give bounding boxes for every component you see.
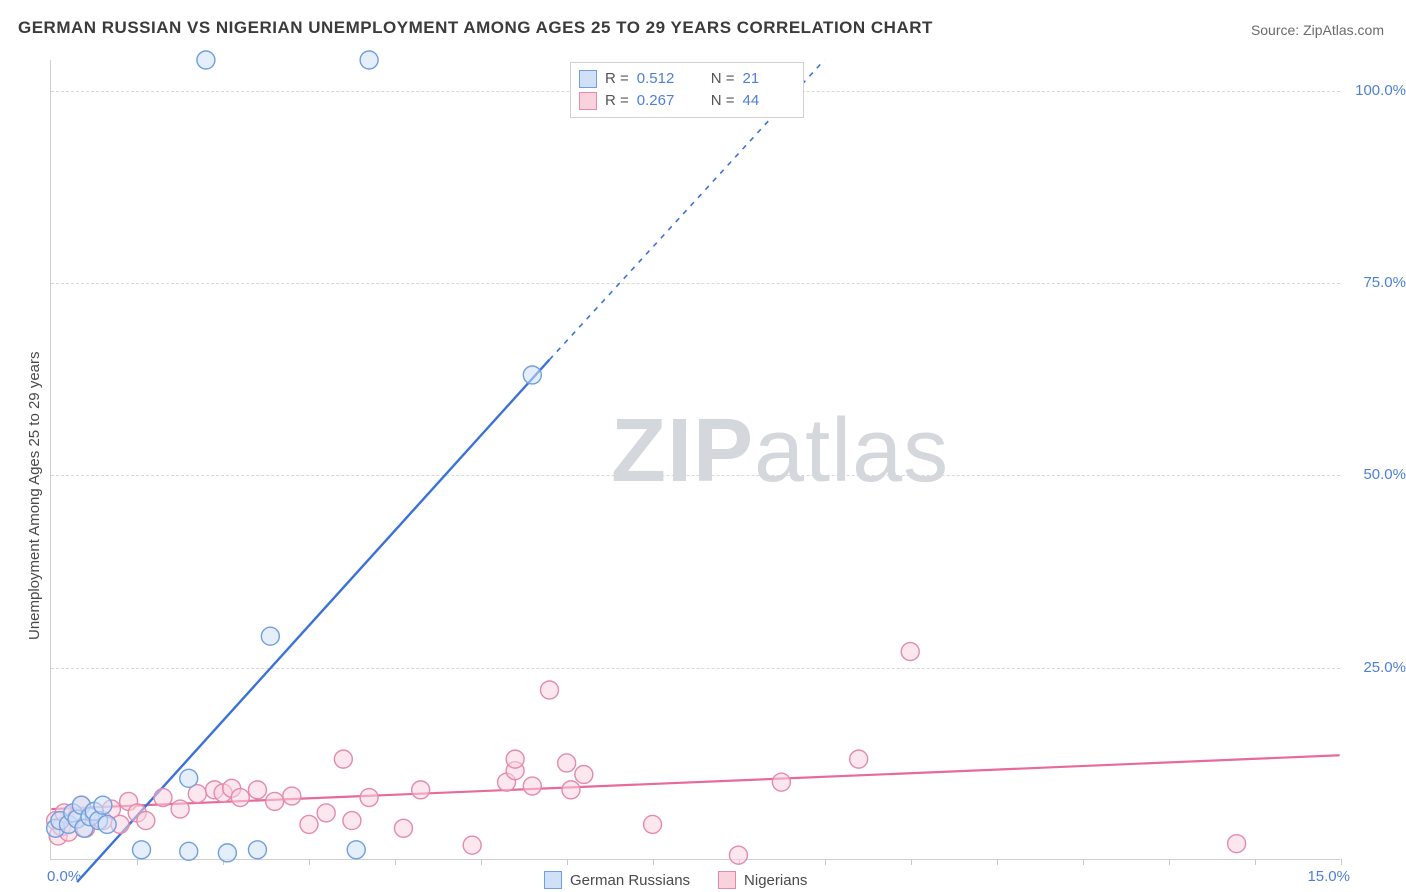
scatter-point-blue <box>248 841 266 859</box>
x-minor-tick <box>137 859 138 865</box>
legend-r-value: 0.267 <box>637 90 685 112</box>
scatter-point-pink <box>343 812 361 830</box>
scatter-point-pink <box>558 754 576 772</box>
trend-line-blue <box>77 360 549 882</box>
scatter-plot: 25.0%50.0%75.0%100.0% ZIPatlas 0.0% 15.0… <box>50 60 1340 860</box>
scatter-point-blue <box>133 841 151 859</box>
legend-item: Nigerians <box>718 871 807 889</box>
legend-item: German Russians <box>544 871 690 889</box>
scatter-point-blue <box>180 769 198 787</box>
scatter-point-blue <box>218 844 236 862</box>
x-minor-tick <box>997 859 998 865</box>
scatter-point-blue <box>347 841 365 859</box>
y-tick-label: 100.0% <box>1346 82 1406 99</box>
x-minor-tick <box>825 859 826 865</box>
scatter-point-pink <box>360 789 378 807</box>
scatter-point-pink <box>248 781 266 799</box>
scatter-point-pink <box>562 781 580 799</box>
scatter-point-pink <box>154 789 172 807</box>
scatter-point-pink <box>283 787 301 805</box>
scatter-point-blue <box>261 627 279 645</box>
legend-item-label: German Russians <box>570 872 690 889</box>
stats-legend: R = 0.512 N = 21 R = 0.267 N = 44 <box>570 62 804 118</box>
x-minor-tick <box>309 859 310 865</box>
scatter-point-blue <box>180 842 198 860</box>
x-minor-tick <box>911 859 912 865</box>
scatter-point-pink <box>523 777 541 795</box>
y-tick-label: 75.0% <box>1346 274 1406 291</box>
legend-swatch-blue <box>579 70 597 88</box>
scatter-point-pink <box>463 836 481 854</box>
scatter-point-pink <box>231 789 249 807</box>
legend-r-label: R = <box>605 90 629 112</box>
x-minor-tick <box>481 859 482 865</box>
legend-n-label: N = <box>711 90 735 112</box>
scatter-point-pink <box>300 815 318 833</box>
scatter-point-pink <box>540 681 558 699</box>
scatter-point-pink <box>266 792 284 810</box>
x-minor-tick <box>1083 859 1084 865</box>
x-minor-tick <box>395 859 396 865</box>
x-minor-tick <box>1169 859 1170 865</box>
x-axis-min-label: 0.0% <box>47 868 81 885</box>
scatter-point-pink <box>412 781 430 799</box>
y-tick-label: 50.0% <box>1346 466 1406 483</box>
legend-n-value: 21 <box>743 68 791 90</box>
x-axis-max-label: 15.0% <box>1307 868 1350 885</box>
legend-swatch-pink <box>718 871 736 889</box>
stats-legend-row: R = 0.267 N = 44 <box>579 90 791 112</box>
scatter-point-pink <box>1228 835 1246 853</box>
y-tick-label: 25.0% <box>1346 659 1406 676</box>
source-attribution: Source: ZipAtlas.com <box>1251 22 1384 38</box>
scatter-point-blue <box>197 51 215 69</box>
scatter-point-pink <box>394 819 412 837</box>
scatter-point-blue <box>94 796 112 814</box>
plot-svg <box>51 60 1340 859</box>
scatter-point-pink <box>506 750 524 768</box>
scatter-point-pink <box>317 804 335 822</box>
y-axis-label: Unemployment Among Ages 25 to 29 years <box>26 351 43 640</box>
legend-r-label: R = <box>605 68 629 90</box>
series-legend: German Russians Nigerians <box>538 871 813 889</box>
x-minor-tick <box>567 859 568 865</box>
scatter-point-pink <box>729 846 747 864</box>
legend-swatch-pink <box>579 92 597 110</box>
chart-title: GERMAN RUSSIAN VS NIGERIAN UNEMPLOYMENT … <box>18 18 933 38</box>
legend-n-value: 44 <box>743 90 791 112</box>
scatter-point-pink <box>772 773 790 791</box>
legend-n-label: N = <box>711 68 735 90</box>
scatter-point-blue <box>360 51 378 69</box>
x-minor-tick <box>1341 859 1342 865</box>
legend-item-label: Nigerians <box>744 872 807 889</box>
legend-swatch-blue <box>544 871 562 889</box>
scatter-point-pink <box>137 812 155 830</box>
scatter-point-pink <box>644 815 662 833</box>
scatter-point-pink <box>171 800 189 818</box>
scatter-point-pink <box>901 643 919 661</box>
scatter-point-blue <box>98 815 116 833</box>
x-minor-tick <box>653 859 654 865</box>
stats-legend-row: R = 0.512 N = 21 <box>579 68 791 90</box>
scatter-point-pink <box>850 750 868 768</box>
x-minor-tick <box>1255 859 1256 865</box>
scatter-point-pink <box>575 766 593 784</box>
legend-r-value: 0.512 <box>637 68 685 90</box>
scatter-point-blue <box>523 366 541 384</box>
scatter-point-pink <box>334 750 352 768</box>
